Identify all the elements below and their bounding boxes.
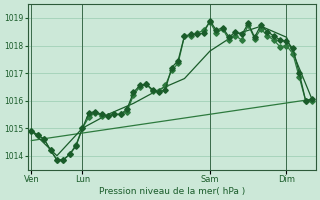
X-axis label: Pression niveau de la mer( hPa ): Pression niveau de la mer( hPa ) [99,187,245,196]
